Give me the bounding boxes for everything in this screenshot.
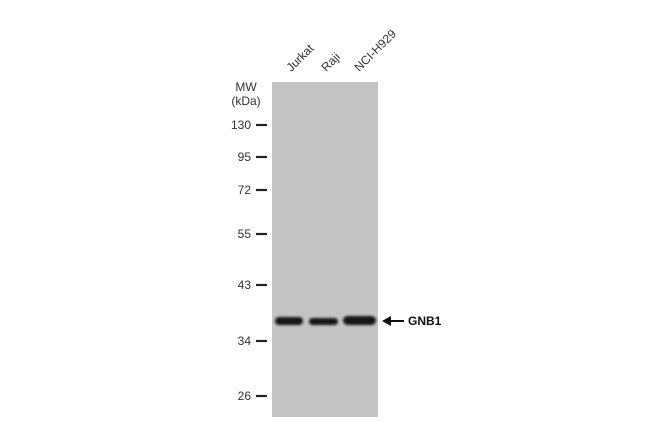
marker-label: 72: [238, 183, 252, 197]
marker-label: 95: [238, 150, 252, 164]
band-label: GNB1: [408, 314, 442, 328]
lane-label: Raji: [318, 50, 343, 75]
marker-label: 34: [238, 334, 252, 348]
band: [275, 317, 303, 325]
marker-ladder: 130 95 72 55 43 34 26: [231, 118, 267, 403]
marker-label: 43: [238, 278, 252, 292]
blot-membrane: [272, 82, 378, 417]
bands: [275, 316, 376, 325]
mw-unit: (kDa): [231, 94, 260, 108]
arrow-head: [382, 316, 391, 326]
lane-label: NCI-H929: [351, 27, 399, 75]
band: [309, 318, 338, 325]
marker-label: 26: [238, 389, 252, 403]
mw-title: MW: [235, 80, 257, 94]
marker-label: 130: [231, 118, 251, 132]
lane-label: Jurkat: [283, 41, 316, 74]
marker-label: 55: [238, 227, 252, 241]
band: [343, 316, 376, 325]
